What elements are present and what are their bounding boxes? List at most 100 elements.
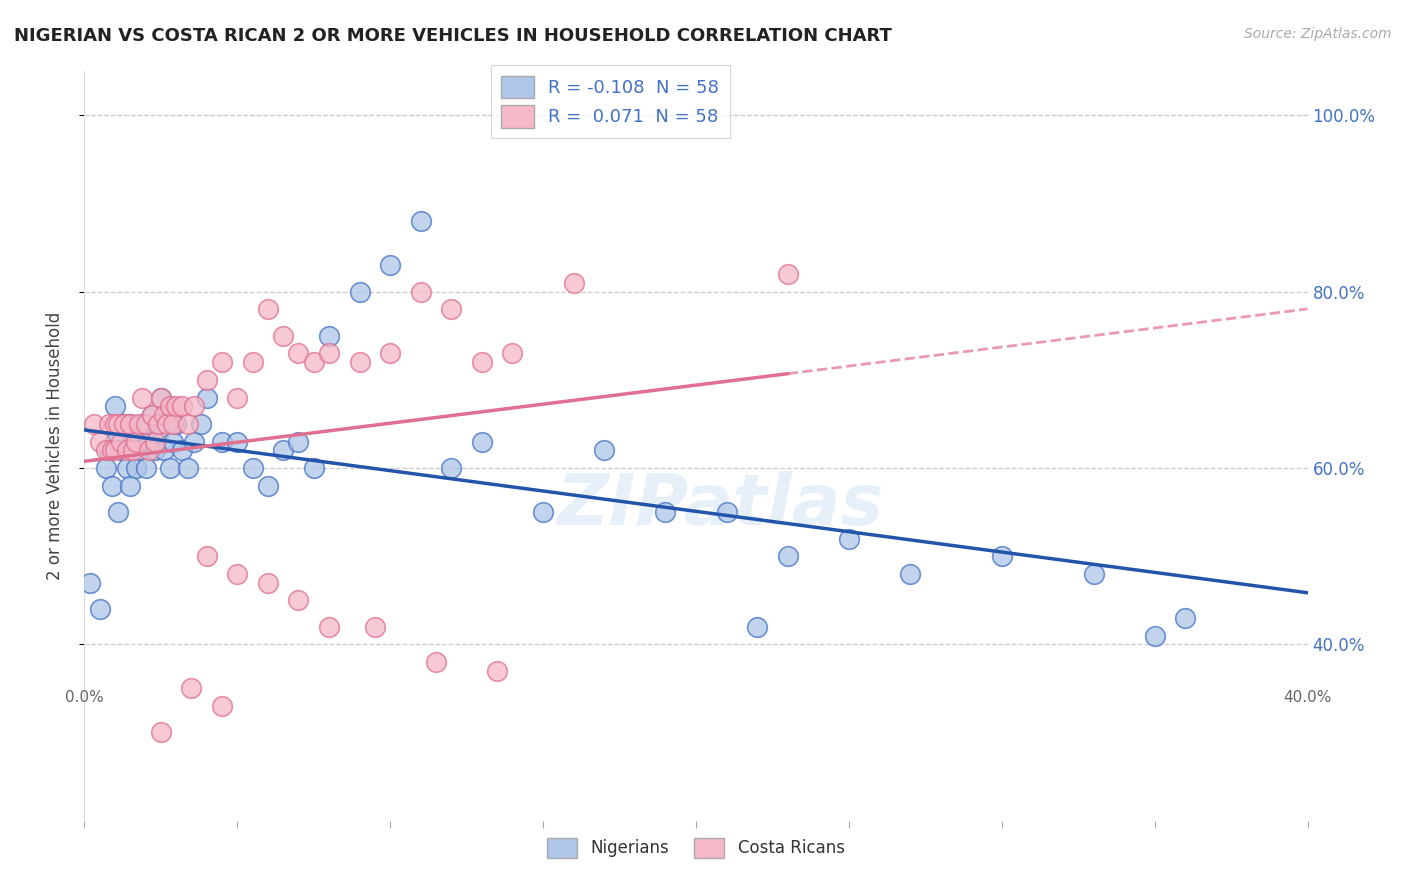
Point xyxy=(122,443,145,458)
Text: ZIPatlas: ZIPatlas xyxy=(557,472,884,541)
Y-axis label: 2 or more Vehicles in Household: 2 or more Vehicles in Household xyxy=(45,312,63,580)
Point xyxy=(120,478,142,492)
Point xyxy=(79,575,101,590)
Point xyxy=(172,400,194,414)
Point xyxy=(287,434,309,449)
Point xyxy=(153,443,176,458)
Point xyxy=(287,593,309,607)
Point xyxy=(97,417,120,431)
Point xyxy=(156,417,179,431)
Point xyxy=(131,417,153,431)
Point xyxy=(162,417,184,431)
Text: 40.0%: 40.0% xyxy=(1284,690,1331,705)
Point xyxy=(349,355,371,369)
Point xyxy=(94,443,117,458)
Point xyxy=(141,408,163,422)
Point xyxy=(104,400,127,414)
Point xyxy=(128,417,150,431)
Point xyxy=(991,549,1014,564)
Point xyxy=(112,417,135,431)
Point xyxy=(776,549,799,564)
Point xyxy=(409,285,432,299)
Point xyxy=(104,417,127,431)
Point xyxy=(716,505,738,519)
Point xyxy=(486,664,509,678)
Point xyxy=(502,346,524,360)
Point xyxy=(101,478,124,492)
Point xyxy=(183,434,205,449)
Point xyxy=(380,258,402,272)
Point xyxy=(125,461,148,475)
Text: Source: ZipAtlas.com: Source: ZipAtlas.com xyxy=(1244,27,1392,41)
Point xyxy=(135,417,157,431)
Point xyxy=(593,443,616,458)
Point xyxy=(318,346,340,360)
Point xyxy=(242,461,264,475)
Point xyxy=(162,434,184,449)
Point xyxy=(143,434,166,449)
Point xyxy=(110,434,132,449)
Point xyxy=(226,391,249,405)
Point xyxy=(156,408,179,422)
Point xyxy=(159,461,181,475)
Point xyxy=(172,443,194,458)
Point xyxy=(471,355,494,369)
Point xyxy=(120,417,142,431)
Point xyxy=(110,443,132,458)
Point xyxy=(149,391,172,405)
Point xyxy=(94,461,117,475)
Point xyxy=(190,417,212,431)
Point xyxy=(195,549,218,564)
Point xyxy=(1143,628,1166,642)
Point xyxy=(211,699,233,714)
Point xyxy=(135,461,157,475)
Point xyxy=(838,532,860,546)
Point xyxy=(165,400,187,414)
Point xyxy=(531,505,554,519)
Point xyxy=(149,391,172,405)
Point xyxy=(349,285,371,299)
Point xyxy=(409,214,432,228)
Point xyxy=(898,566,921,581)
Point xyxy=(257,302,280,317)
Point xyxy=(226,434,249,449)
Point xyxy=(120,417,142,431)
Point xyxy=(128,443,150,458)
Point xyxy=(101,443,124,458)
Point xyxy=(257,575,280,590)
Point xyxy=(1083,566,1105,581)
Point xyxy=(364,620,387,634)
Point xyxy=(115,443,138,458)
Point xyxy=(153,408,176,422)
Point xyxy=(104,434,127,449)
Point xyxy=(165,417,187,431)
Point xyxy=(104,443,127,458)
Text: NIGERIAN VS COSTA RICAN 2 OR MORE VEHICLES IN HOUSEHOLD CORRELATION CHART: NIGERIAN VS COSTA RICAN 2 OR MORE VEHICL… xyxy=(14,27,891,45)
Point xyxy=(747,620,769,634)
Point xyxy=(131,391,153,405)
Point xyxy=(776,267,799,281)
Point xyxy=(125,434,148,449)
Point xyxy=(318,620,340,634)
Point xyxy=(257,478,280,492)
Point xyxy=(138,434,160,449)
Point xyxy=(146,417,169,431)
Point xyxy=(89,602,111,616)
Point xyxy=(195,391,218,405)
Point xyxy=(211,355,233,369)
Text: 0.0%: 0.0% xyxy=(65,690,104,705)
Point xyxy=(97,443,120,458)
Point xyxy=(177,417,200,431)
Point xyxy=(1174,611,1197,625)
Point xyxy=(271,443,294,458)
Point xyxy=(425,655,447,669)
Point xyxy=(302,355,325,369)
Point xyxy=(141,408,163,422)
Point xyxy=(302,461,325,475)
Point xyxy=(107,505,129,519)
Point xyxy=(83,417,105,431)
Point xyxy=(177,461,200,475)
Point xyxy=(195,373,218,387)
Point xyxy=(149,725,172,739)
Point xyxy=(226,566,249,581)
